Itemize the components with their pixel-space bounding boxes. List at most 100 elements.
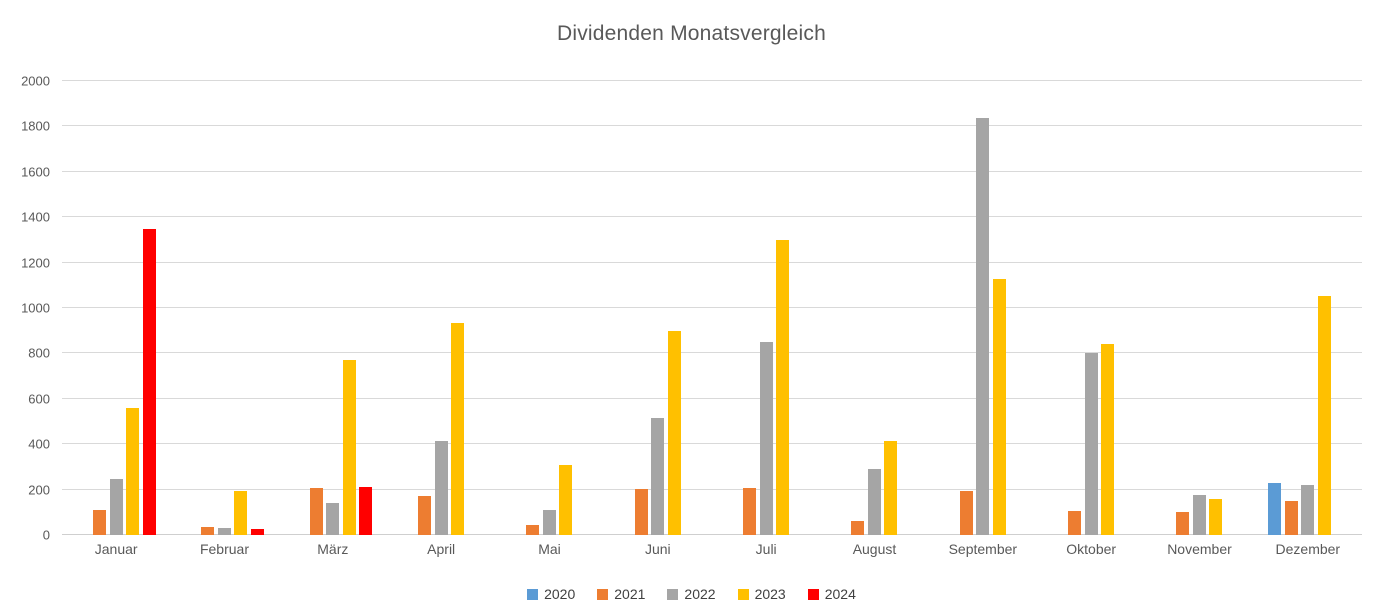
legend-swatch-2021 — [597, 588, 609, 600]
legend-item-2021: 2021 — [597, 586, 645, 602]
plot-area — [62, 80, 1362, 535]
legend-label-2023: 2023 — [754, 586, 786, 602]
bar-group-oktober — [1037, 81, 1145, 535]
x-axis-label-mai: Mai — [538, 541, 561, 557]
gridline-1600 — [62, 170, 1362, 172]
bar-2022-märz — [326, 503, 340, 535]
bar-group-januar — [62, 81, 170, 535]
legend-label-2020: 2020 — [544, 586, 576, 602]
y-axis-tick-label: 1600 — [21, 164, 50, 180]
x-axis-label-februar: Februar — [199, 541, 249, 557]
bar-2022-juli — [759, 342, 773, 535]
bar-2022-dezember — [1301, 485, 1315, 535]
y-axis-tick-label: 600 — [28, 391, 50, 407]
legend-swatch-2020 — [527, 588, 539, 600]
bar-group-märz — [279, 81, 387, 535]
chart-title: Dividenden Monatsvergleich — [556, 22, 826, 45]
bar-2023-mai — [559, 464, 573, 535]
bar-group-februar — [170, 81, 278, 535]
bar-group-november — [1145, 81, 1253, 535]
bar-group-juli — [712, 81, 820, 535]
bar-2023-november — [1209, 498, 1223, 535]
bar-2022-mai — [542, 510, 556, 535]
bar-2022-august — [867, 469, 881, 535]
bar-2023-april — [451, 322, 465, 535]
gridline-800 — [62, 352, 1362, 354]
bar-2021-august — [851, 521, 865, 535]
legend-item-2020: 2020 — [527, 586, 575, 602]
y-axis-tick-label: 2000 — [21, 73, 50, 89]
x-axis-label-juni: Juni — [644, 541, 671, 557]
bar-group-april — [387, 81, 495, 535]
bar-2021-dezember — [1284, 500, 1298, 535]
x-axis: Januar Februar März April Mai Juni Juli August S… — [62, 537, 1362, 561]
gridline-1000 — [62, 307, 1362, 308]
bar-2022-juni — [651, 418, 665, 535]
bar-2022-november — [1192, 494, 1206, 535]
bar-2021-juli — [743, 488, 757, 535]
x-axis-label-august: August — [852, 541, 897, 557]
bar-2023-märz — [342, 360, 356, 535]
bar-2021-januar — [93, 510, 107, 535]
bar-2022-oktober — [1084, 353, 1098, 535]
bar-group-september — [929, 81, 1037, 535]
legend-swatch-2023 — [737, 588, 749, 600]
gridline-200 — [62, 488, 1362, 490]
x-axis-label-juli: Juli — [755, 541, 777, 557]
bar-2023-januar — [126, 407, 140, 535]
gridline-600 — [62, 397, 1362, 399]
gridline-2000 — [62, 80, 1362, 81]
y-axis: 0 200 400 600 800 1000 1200 1400 1600 1800 2000 — [0, 74, 54, 543]
bar-2022-april — [434, 440, 448, 535]
bar-2021-juni — [634, 488, 648, 535]
x-axis-label-oktober: Oktober — [1066, 541, 1117, 557]
y-axis-tick-label: 800 — [28, 345, 50, 361]
legend-swatch-2024 — [807, 588, 819, 600]
bar-2023-juli — [776, 239, 790, 535]
legend: 2020 2021 2022 2023 2024 — [0, 586, 1383, 602]
bar-2024-märz — [359, 486, 373, 535]
bar-2022-februar — [217, 528, 231, 535]
bar-2022-september — [976, 118, 990, 535]
y-axis-tick-label: 0 — [42, 527, 50, 543]
bar-2022-januar — [109, 479, 123, 535]
legend-label-2022: 2022 — [684, 586, 716, 602]
bar-group-dezember — [1254, 81, 1362, 535]
bar-group-mai — [495, 81, 603, 535]
bar-2023-oktober — [1101, 344, 1115, 535]
bar-2023-dezember — [1317, 295, 1331, 535]
y-axis-tick-label: 200 — [28, 482, 50, 498]
gridline-1800 — [62, 125, 1362, 127]
gridline-400 — [62, 443, 1362, 445]
y-axis-tick-label: 1000 — [21, 300, 50, 316]
bar-group-august — [820, 81, 928, 535]
y-axis-tick-label: 1800 — [21, 118, 50, 134]
bar-2021-november — [1176, 512, 1190, 535]
legend-label-2021: 2021 — [614, 586, 646, 602]
y-axis-tick-label: 400 — [28, 436, 50, 452]
y-axis-tick-label: 1200 — [21, 255, 50, 271]
x-axis-label-januar: Januar — [94, 541, 138, 557]
x-axis-label-september: September — [948, 541, 1018, 557]
legend-item-2023: 2023 — [737, 586, 786, 602]
bar-2020-dezember — [1268, 482, 1282, 535]
x-axis-label-november: November — [1167, 541, 1232, 557]
legend-swatch-2022 — [667, 588, 679, 600]
bar-2023-juni — [667, 330, 681, 535]
bar-group-juni — [604, 81, 712, 535]
bar-2023-september — [992, 278, 1006, 535]
gridline-1400 — [62, 216, 1362, 218]
x-axis-label-april: April — [427, 541, 456, 557]
bar-2021-april — [418, 496, 432, 535]
x-axis-label-märz: März — [317, 541, 349, 557]
x-axis-label-dezember: Dezember — [1275, 541, 1341, 557]
gridline-0 — [62, 534, 1362, 535]
bar-2023-august — [884, 440, 898, 535]
bar-2021-mai — [526, 524, 540, 535]
legend-label-2024: 2024 — [824, 586, 856, 602]
bar-2021-märz — [309, 488, 323, 535]
legend-item-2022: 2022 — [667, 586, 716, 602]
bar-2024-februar — [250, 529, 264, 535]
bar-2021-september — [959, 490, 973, 535]
